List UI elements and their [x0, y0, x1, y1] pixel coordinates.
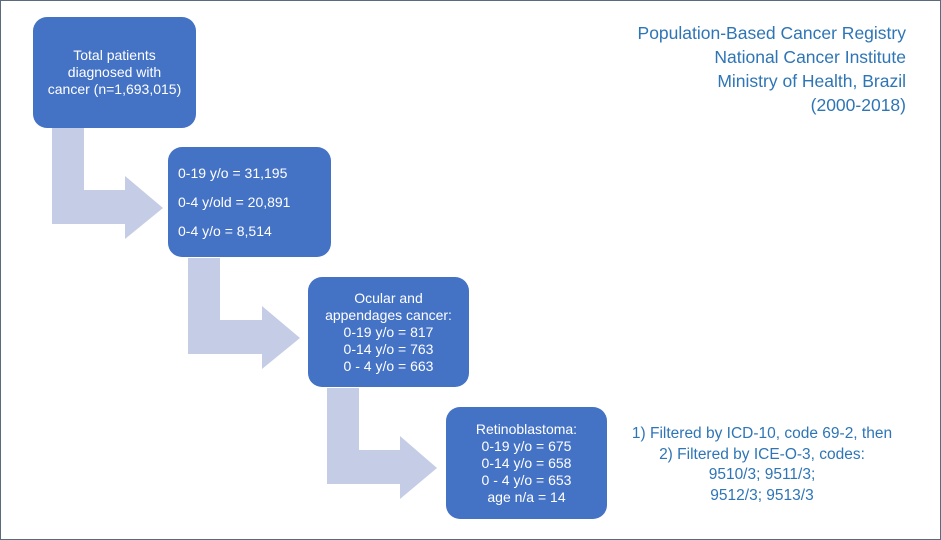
registry-line: (2000-2018) [810, 95, 906, 115]
filter-line: 9512/3; 9513/3 [710, 486, 814, 504]
box-line: Ocular and [354, 289, 423, 306]
box-total-patients: Total patients diagnosed with cancer (n=… [33, 17, 196, 128]
registry-line: Ministry of Health, Brazil [717, 71, 906, 91]
filter-criteria-text: 1) Filtered by ICD-10, code 69-2, then 2… [612, 424, 912, 506]
box-line: 0 - 4 y/o = 653 [481, 471, 572, 488]
box-line: 0 - 4 y/o = 663 [343, 357, 434, 374]
registry-line: National Cancer Institute [714, 47, 906, 67]
box-line: appendages cancer: [325, 306, 452, 323]
box-line: 0-19 y/o = 675 [481, 437, 572, 454]
box-line: cancer (n=1,693,015) [47, 81, 182, 97]
box-line: 0-19 y/o = 817 [343, 323, 434, 340]
arrow-1 [52, 128, 163, 239]
box-line: Total patients [73, 47, 156, 63]
box-line: 0-14 y/o = 763 [343, 340, 434, 357]
registry-source-text: Population-Based Cancer Registry Nationa… [638, 21, 906, 117]
arrow-3 [327, 388, 437, 499]
box-line: 0-14 y/o = 658 [481, 454, 572, 471]
box-age-groups: 0-19 y/o = 31,195 0-4 y/old = 20,891 0-4… [168, 147, 331, 257]
box-line: age n/a = 14 [487, 488, 566, 505]
box-line: diagnosed with [67, 64, 162, 80]
box-line: 0-19 y/o = 31,195 [178, 164, 288, 181]
registry-line: Population-Based Cancer Registry [637, 23, 906, 43]
filter-line: 2) Filtered by ICE-O-3, codes: [659, 445, 865, 463]
filter-line: 9510/3; 9511/3; [708, 466, 816, 483]
filter-line: 1) Filtered by ICD-10, code 69-2, then [631, 425, 893, 442]
box-line: Retinoblastoma: [475, 420, 578, 437]
box-line: 0-4 y/o = 8,514 [178, 222, 272, 239]
arrow-2 [188, 258, 300, 369]
box-line: 0-4 y/old = 20,891 [178, 193, 291, 210]
box-retinoblastoma: Retinoblastoma: 0-19 y/o = 675 0-14 y/o … [446, 407, 607, 519]
box-ocular-cancer: Ocular and appendages cancer: 0-19 y/o =… [308, 277, 469, 387]
